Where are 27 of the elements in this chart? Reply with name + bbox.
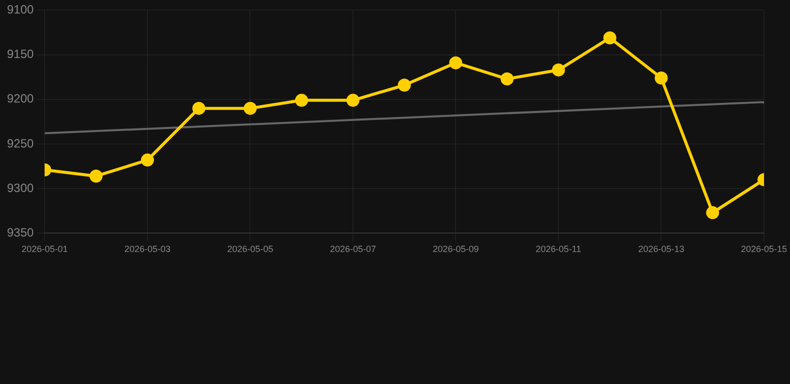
x-tick-label: 2026-05-13	[638, 244, 684, 254]
point	[654, 71, 668, 84]
point	[140, 154, 154, 167]
y-tick-label: 9250	[6, 136, 34, 150]
point	[603, 31, 616, 44]
x-tick-label: 2026-05-07	[330, 244, 376, 254]
y-tick-label: 9200	[6, 92, 34, 106]
x-tick-label: 2026-05-15	[740, 244, 788, 254]
y-tick-label: 9300	[6, 180, 34, 195]
x-tick-label: 2026-05-11	[536, 244, 582, 254]
point	[346, 94, 360, 107]
point	[398, 78, 411, 92]
point	[90, 170, 103, 183]
point	[449, 56, 462, 70]
point	[244, 102, 257, 115]
x-tick-label: 2026-05-05	[227, 244, 274, 254]
point	[192, 102, 206, 115]
y-tick-label: 9350	[6, 226, 34, 240]
point	[295, 94, 308, 107]
point	[552, 63, 565, 76]
point	[706, 206, 720, 220]
point	[500, 72, 514, 86]
x-tick-label: 2026-05-09	[432, 244, 479, 254]
y-tick-label: 9150	[6, 47, 34, 62]
x-tick-label: 2026-05-01	[22, 244, 68, 254]
x-tick-label: 2026-05-03	[124, 244, 170, 254]
y-tick-label: 9100	[6, 2, 34, 17]
